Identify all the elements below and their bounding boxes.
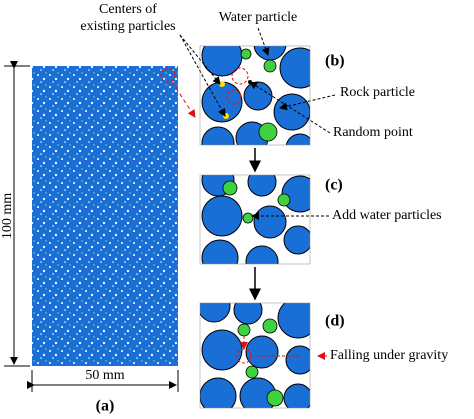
pointer (279, 94, 336, 111)
width-label: 50 mm (85, 368, 124, 383)
annotation: Add water particles (332, 208, 442, 223)
rock-particle (233, 303, 263, 325)
annotation: Water particle (219, 10, 298, 25)
panel-border (199, 302, 311, 409)
panel-b (200, 46, 310, 145)
candidate-circle (231, 67, 249, 85)
rock-particle (201, 329, 243, 371)
rock-particle (201, 81, 243, 123)
panel-label: (d) (325, 313, 345, 330)
annotation: Rock particle (340, 85, 415, 100)
center-point (219, 81, 225, 87)
panel-label: (b) (325, 53, 345, 70)
water-particle (240, 48, 252, 60)
zoom-circle (160, 67, 176, 83)
panel-c (200, 175, 310, 264)
rock-particle (201, 239, 239, 264)
water-particle (263, 59, 277, 73)
rock-particle (245, 245, 279, 264)
rock-particle (285, 133, 310, 145)
rock-particle (201, 126, 235, 145)
rock-particle (200, 377, 237, 408)
rock-particle (200, 303, 231, 323)
water-particle (277, 193, 291, 207)
rock-particle (273, 93, 310, 131)
rock-particle (245, 335, 279, 369)
rock-particle (281, 175, 310, 213)
rock-particle (253, 205, 287, 239)
pointer (179, 34, 226, 117)
panel-border (199, 174, 311, 265)
panel-label: (c) (325, 177, 343, 194)
annotation: Random point (333, 125, 413, 140)
height-label: 100 mm (0, 193, 15, 239)
water-particle (237, 323, 251, 337)
panel-label: (a) (96, 398, 115, 415)
rock-particle (243, 81, 273, 111)
annotation: Centers of (99, 2, 157, 17)
water-particle (266, 389, 284, 407)
rock-particle (283, 383, 310, 408)
rock-particle (247, 175, 277, 197)
rock-particle (277, 303, 310, 339)
panel-d (200, 303, 310, 408)
water-particle (258, 122, 278, 142)
panel-border (199, 45, 311, 146)
rock-particle (279, 47, 310, 89)
rock-particle (253, 46, 287, 61)
rock-particle (201, 195, 243, 237)
rock-particle (201, 46, 243, 77)
water-particle (262, 318, 278, 334)
rock-particle (285, 345, 310, 375)
candidate-circle (226, 89, 242, 105)
water-particle (222, 180, 238, 196)
specimen (32, 66, 178, 366)
annotation: existing particles (80, 19, 175, 34)
annotation: Falling under gravity (330, 348, 448, 363)
rock-particle (283, 225, 310, 255)
water-particle (242, 212, 254, 224)
pointer (249, 81, 331, 134)
water-particle (245, 365, 259, 379)
